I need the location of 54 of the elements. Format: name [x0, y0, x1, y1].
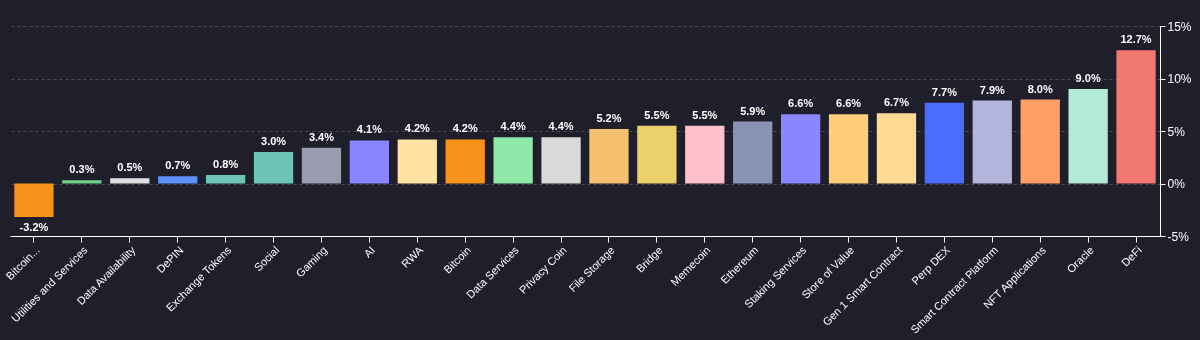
data-label: 4.4% [500, 120, 526, 133]
bar [493, 137, 533, 184]
data-label: 5.2% [596, 111, 622, 124]
data-label: 0.8% [213, 158, 239, 171]
bar [205, 175, 246, 184]
bar [589, 128, 629, 184]
bar [14, 183, 54, 218]
x-tick-label: AI [361, 243, 378, 260]
bar [110, 178, 150, 184]
bar [780, 114, 821, 184]
bar [62, 180, 102, 184]
bar [637, 125, 677, 184]
data-label: 6.6% [788, 97, 814, 110]
data-label: 5.5% [644, 108, 670, 121]
bar [158, 176, 198, 184]
bar [397, 139, 437, 184]
bar [1020, 99, 1060, 184]
y-tick-label: 5% [1167, 124, 1186, 139]
bar [541, 137, 581, 184]
bar [828, 114, 869, 184]
data-label: 3.4% [308, 130, 335, 143]
data-label: 4.1% [356, 123, 383, 136]
y-tick-label: 15% [1167, 19, 1192, 34]
data-label: 9.0% [1075, 72, 1101, 84]
data-label: 5.5% [692, 108, 718, 121]
data-label: 7.7% [931, 85, 958, 98]
y-tick-label: 0% [1167, 177, 1186, 191]
data-label: 12.7% [1120, 33, 1152, 46]
data-label: 6.6% [836, 97, 862, 110]
bar [685, 125, 725, 184]
data-label: 6.7% [883, 96, 910, 109]
data-label: 4.2% [452, 122, 478, 135]
data-label: 8.0% [1027, 82, 1053, 95]
bar [1068, 89, 1108, 184]
bar [876, 113, 917, 184]
data-label: 3.0% [261, 135, 287, 147]
bar [1116, 50, 1156, 184]
bar [301, 147, 342, 184]
data-label: 0.5% [117, 161, 143, 174]
bar [972, 100, 1012, 184]
data-label: 0.7% [165, 159, 191, 172]
bar [349, 140, 390, 184]
data-label: -3.2% [19, 221, 49, 234]
bar [445, 139, 485, 184]
data-label: 7.9% [979, 83, 1006, 96]
data-label: 4.2% [404, 122, 431, 135]
data-label: 4.4% [548, 120, 574, 133]
y-tick-label: -5% [1167, 229, 1190, 244]
bar [253, 152, 294, 184]
bar [733, 121, 773, 184]
data-label: 5.9% [740, 104, 766, 117]
y-tick-label: 10% [1167, 72, 1192, 86]
bar [924, 102, 965, 184]
data-label: 0.3% [69, 163, 95, 176]
